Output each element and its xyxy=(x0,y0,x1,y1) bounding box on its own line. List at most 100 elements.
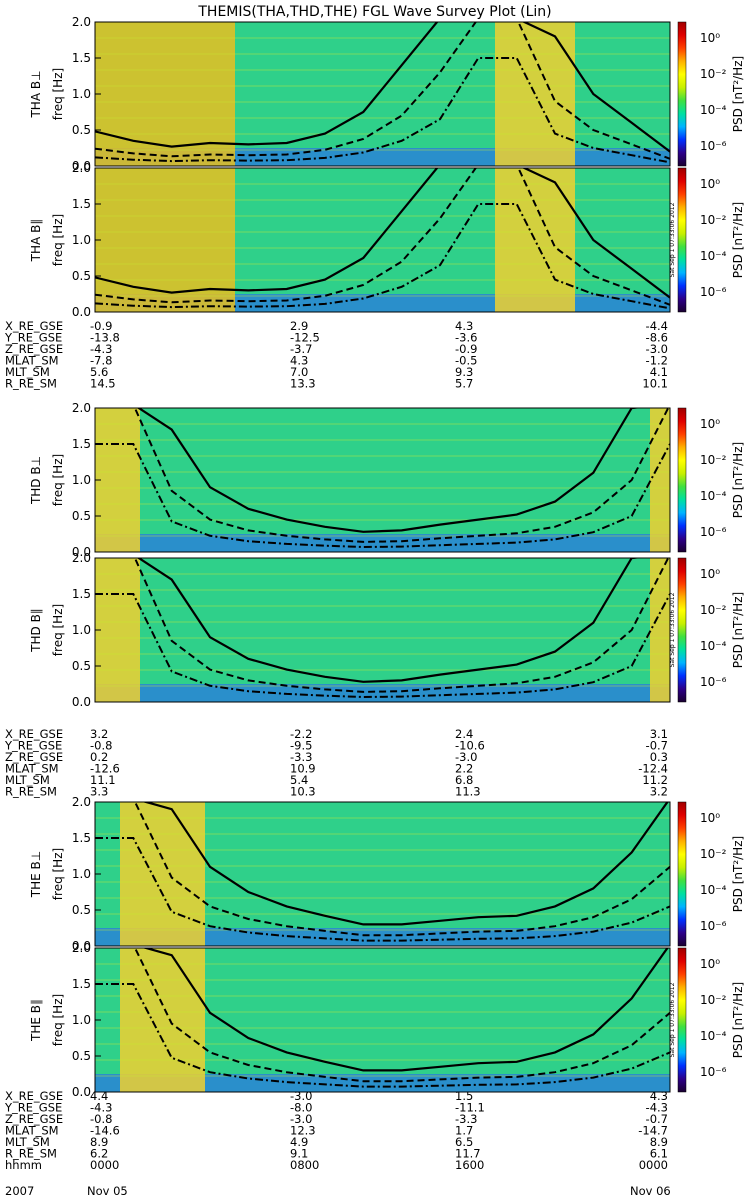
colorbar-tick-label: 10⁻⁴ xyxy=(700,639,727,653)
y-tick-label: 1.5 xyxy=(72,51,91,65)
ephemeris-label: Z_RE_GSE xyxy=(5,1112,63,1126)
year-label: 2007 xyxy=(5,1184,34,1198)
y-tick-label: 0.5 xyxy=(72,903,91,917)
ephemeris-value: -2.2 xyxy=(290,727,312,741)
ephemeris-value: 2.9 xyxy=(290,319,308,333)
y-tick-label: 1.5 xyxy=(72,587,91,601)
colorbar-label: PSD [nT²/Hz] xyxy=(731,982,745,1058)
ephemeris-label: Z_RE_GSE xyxy=(5,342,63,356)
y-tick-label: 1.0 xyxy=(72,473,91,487)
y-tick-label: 0.5 xyxy=(72,1049,91,1063)
y-tick-label: 1.5 xyxy=(72,831,91,845)
ephemeris-value: 12.3 xyxy=(290,1124,316,1138)
oxygen-gyrofrequency-curve xyxy=(95,593,670,699)
ephemeris-value: -3.6 xyxy=(455,331,477,345)
ephemeris-value: -4.3 xyxy=(90,342,112,356)
low-frequency-band xyxy=(95,928,670,946)
spectrogram-panel: 2.0 1.5 1.0 0.5 0.0 THD B∥ freq [Hz] 10⁰ 10⁻² 10⁻… xyxy=(29,551,745,709)
ephemeris-value: 1.7 xyxy=(455,1124,473,1138)
ephemeris-value: 6.5 xyxy=(455,1135,473,1149)
ephemeris-value: 0.2 xyxy=(90,750,108,764)
y-tick-label: 0.5 xyxy=(72,269,91,283)
proton-gyrofrequency-curve xyxy=(136,558,644,683)
ephemeris-value: -12.4 xyxy=(638,762,668,776)
y-axis-label: freq [Hz] xyxy=(51,848,65,900)
ephemeris-value: 0000 xyxy=(90,1158,119,1172)
ephemeris-label: MLT_SM xyxy=(5,365,50,379)
helium-gyrofrequency-curve xyxy=(133,558,670,693)
ephemeris-label: MLT_SM xyxy=(5,773,50,787)
ephemeris-value: 6.2 xyxy=(90,1147,108,1161)
spectrogram-panel: 2.0 1.5 1.0 0.5 0.0 THA B∥ freq [Hz] 10⁰ 10⁻² 10⁻… xyxy=(29,161,745,319)
ephemeris-value: 14.5 xyxy=(90,377,116,391)
ephemeris-value: 3.2 xyxy=(650,785,668,799)
ephemeris-value: -4.3 xyxy=(646,1101,668,1115)
ephemeris-value: -3.3 xyxy=(455,1112,477,1126)
plot-title: THEMIS(THA,THD,THE) FGL Wave Survey Plot… xyxy=(197,4,551,20)
ephemeris-value: -12.6 xyxy=(90,762,120,776)
colorbar-label: PSD [nT²/Hz] xyxy=(731,442,745,518)
broadband-region xyxy=(95,408,140,552)
y-axis-label: freq [Hz] xyxy=(51,994,65,1046)
ephemeris-label: X_RE_GSE xyxy=(5,319,63,333)
date-stamp: Sat Sep 1 07:33:06 2012 xyxy=(669,202,676,277)
ephemeris-value: -8.0 xyxy=(290,1101,312,1115)
colorbar-tick-label: 10⁻² xyxy=(700,993,727,1007)
ephemeris-value: 6.8 xyxy=(455,773,473,787)
y-tick-label: 1.0 xyxy=(72,623,91,637)
ephemeris-value: -12.5 xyxy=(290,331,320,345)
proton-gyrofrequency-curve xyxy=(95,22,670,153)
ephemeris-label: MLAT_SM xyxy=(5,354,59,368)
y-tick-label: 0.0 xyxy=(72,305,91,319)
oxygen-gyrofrequency-curve xyxy=(95,203,670,310)
ephemeris-value: 2.4 xyxy=(455,727,473,741)
helium-gyrofrequency-curve xyxy=(133,802,670,937)
colorbar xyxy=(677,21,687,167)
colorbar-label: PSD [nT²/Hz] xyxy=(731,836,745,912)
ephemeris-value: 3.3 xyxy=(90,785,108,799)
y-tick-label: 2.0 xyxy=(72,15,91,29)
y-tick-label: 0.0 xyxy=(72,939,91,953)
y-tick-label: 2.0 xyxy=(72,161,91,175)
ephemeris-value: 13.3 xyxy=(290,377,316,391)
colorbar-tick-label: 10⁻⁶ xyxy=(700,675,727,689)
colorbar-tick-label: 10⁻⁴ xyxy=(700,1029,727,1043)
broadband-region xyxy=(95,22,235,166)
colorbar-label: PSD [nT²/Hz] xyxy=(731,202,745,278)
start-date-label: Nov 05 xyxy=(87,1184,128,1198)
panels: 2.0 1.5 1.0 0.5 0.0 THA B⊥ freq [Hz] 10⁰ 10⁻² 10⁻… xyxy=(29,15,745,1099)
y-tick-label: 0.5 xyxy=(72,509,91,523)
y-tick-label: 1.5 xyxy=(72,437,91,451)
ephemeris-value: -14.6 xyxy=(90,1124,120,1138)
ephemeris-value: 4.1 xyxy=(650,365,668,379)
colorbar-tick-label: 10⁰ xyxy=(700,417,720,431)
ephemeris-value: 7.0 xyxy=(290,365,308,379)
ephemeris-value: 5.7 xyxy=(455,377,473,391)
colorbar xyxy=(677,407,687,553)
colorbar-tick-label: 10⁰ xyxy=(700,811,720,825)
colorbar-tick-label: 10⁰ xyxy=(700,567,720,581)
spectrogram-panel: 2.0 1.5 1.0 0.5 0.0 THD B⊥ freq [Hz] 10⁰ 10⁻² 10⁻… xyxy=(29,401,745,559)
broadband-region xyxy=(95,168,235,312)
spectrogram-panel: 2.0 1.5 1.0 0.5 0.0 THE B⊥ freq [Hz] 10⁰ 10⁻² 10⁻… xyxy=(29,795,745,953)
ephemeris-value: 10.3 xyxy=(290,785,316,799)
broadband-region xyxy=(120,948,205,1092)
y-tick-label: 1.5 xyxy=(72,977,91,991)
ephemeris-value: -4.3 xyxy=(90,1101,112,1115)
ephemeris-value: 4.9 xyxy=(290,1135,308,1149)
ephemeris-value: 9.1 xyxy=(290,1147,308,1161)
broadband-region xyxy=(120,802,205,946)
ephemeris-value: -1.2 xyxy=(646,354,668,368)
ephemeris-label: MLT_SM xyxy=(5,1135,50,1149)
broadband-region xyxy=(650,408,670,552)
panel-label: THD B⊥ xyxy=(29,456,43,505)
colorbar-tick-label: 10⁻⁴ xyxy=(700,249,727,263)
ephemeris-value: -0.9 xyxy=(90,319,112,333)
ephemeris-value: 5.4 xyxy=(290,773,308,787)
colorbar-tick-label: 10⁰ xyxy=(700,957,720,971)
ephemeris-value: 2.2 xyxy=(455,762,473,776)
spectrogram-panel: 2.0 1.5 1.0 0.5 0.0 THE B∥ freq [Hz] 10⁰ 10⁻² 10⁻… xyxy=(29,941,745,1099)
y-tick-label: 2.0 xyxy=(72,941,91,955)
y-tick-label: 0.5 xyxy=(72,659,91,673)
